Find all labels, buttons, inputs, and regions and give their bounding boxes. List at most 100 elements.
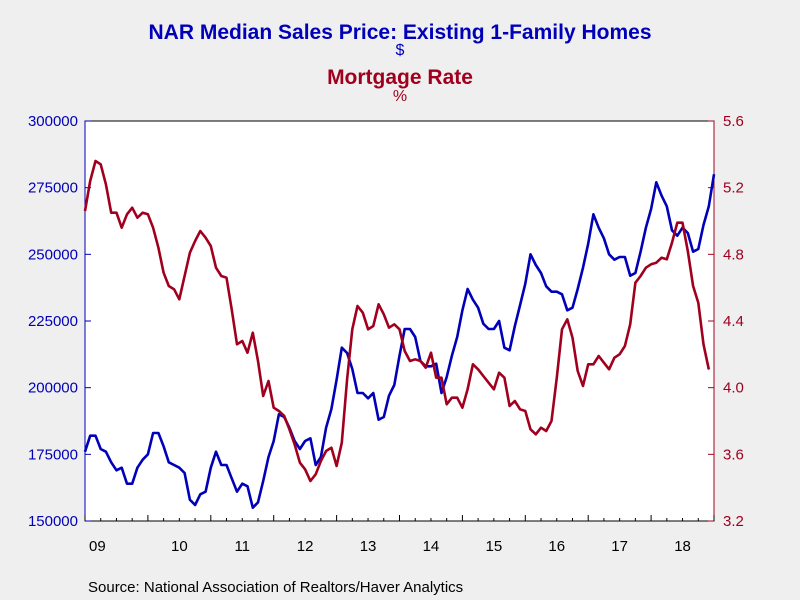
data-point-right — [393, 323, 395, 325]
data-point-left — [152, 432, 154, 434]
data-point-right — [687, 250, 689, 252]
data-point-right — [168, 285, 170, 287]
data-point-right — [681, 222, 684, 224]
data-point-right — [666, 258, 668, 260]
data-point-left — [147, 453, 149, 455]
data-point-right — [199, 230, 201, 232]
data-point-right — [294, 443, 296, 445]
data-point-left — [472, 299, 474, 301]
data-point-left — [488, 328, 490, 330]
data-point-right — [278, 410, 280, 412]
data-point-left — [178, 467, 180, 469]
data-point-right — [163, 272, 165, 274]
data-point-left — [687, 232, 689, 234]
data-point-right — [571, 337, 574, 339]
data-point-right — [440, 377, 443, 379]
data-point-right — [414, 358, 416, 360]
series-layer — [83, 159, 716, 509]
data-point-left — [498, 320, 500, 322]
data-point-right — [89, 180, 91, 182]
data-point-left — [592, 213, 595, 215]
data-point-left — [477, 307, 479, 309]
data-point-left — [267, 456, 270, 458]
data-point-right — [697, 302, 699, 304]
data-point-right — [461, 407, 463, 409]
data-point-left — [362, 392, 364, 394]
data-point-right — [435, 377, 437, 379]
data-point-left — [456, 336, 458, 338]
data-point-left — [566, 309, 568, 311]
left-tick-label: 150000 — [28, 513, 78, 530]
left-tick-label: 225000 — [28, 313, 78, 330]
data-point-right — [676, 222, 678, 224]
right-series-title: Mortgage Rate — [327, 66, 473, 89]
left-axis: 150000 175000 200000 225000 250000 275000 3000… — [28, 113, 91, 530]
data-point-left — [367, 397, 369, 399]
series-line-right — [83, 159, 711, 483]
data-point-left — [493, 328, 495, 330]
data-point-left — [446, 376, 448, 378]
data-point-right — [708, 368, 710, 370]
data-point-right — [592, 363, 595, 365]
data-point-right — [189, 252, 191, 254]
data-point-left — [388, 395, 390, 397]
data-point-right — [702, 343, 705, 345]
data-point-right — [692, 285, 694, 287]
data-point-right — [231, 308, 233, 310]
data-point-right — [488, 382, 490, 384]
data-point-left — [236, 491, 238, 493]
data-point-left — [131, 483, 133, 485]
data-point-left — [315, 464, 317, 466]
data-point-right — [304, 468, 306, 470]
data-point-right — [398, 328, 401, 330]
x-tick-label: 09 — [89, 538, 106, 555]
data-point-right — [482, 375, 484, 377]
data-point-right — [262, 395, 264, 397]
data-point-left — [309, 437, 311, 439]
data-point-left — [430, 365, 432, 367]
data-point-left — [325, 427, 327, 429]
data-point-right — [241, 340, 243, 342]
data-point-right — [147, 213, 149, 215]
data-point-right — [566, 318, 568, 320]
data-point-left — [514, 325, 516, 327]
data-point-right — [320, 460, 322, 462]
data-point-left — [414, 336, 416, 338]
data-point-left — [482, 323, 484, 325]
data-point-right — [624, 345, 626, 347]
right-tick-label: 5.6 — [723, 113, 744, 130]
data-point-right — [446, 403, 448, 405]
right-tick-label: 3.2 — [723, 513, 744, 530]
data-point-left — [650, 208, 652, 210]
data-point-left — [451, 355, 453, 357]
data-point-left — [84, 451, 86, 453]
data-point-left — [299, 448, 301, 450]
data-point-right — [550, 420, 553, 422]
data-point-left — [697, 248, 699, 250]
data-point-right — [419, 360, 421, 362]
data-point-left — [205, 491, 207, 493]
data-point-left — [341, 347, 343, 349]
data-point-right — [456, 397, 458, 399]
data-point-left — [220, 464, 222, 466]
data-point-right — [378, 303, 380, 305]
data-point-right — [587, 363, 589, 365]
data-point-right — [330, 447, 332, 449]
plot-area — [84, 120, 715, 522]
data-point-right — [346, 378, 348, 380]
data-point-left — [577, 288, 579, 290]
data-point-left — [582, 267, 584, 269]
data-point-left — [524, 283, 526, 285]
data-point-left — [241, 483, 243, 485]
x-tick-label: 15 — [486, 538, 503, 555]
data-point-left — [173, 464, 175, 466]
data-point-left — [231, 477, 233, 479]
data-point-left — [393, 384, 395, 386]
data-point-left — [194, 504, 196, 506]
data-point-right — [283, 415, 285, 417]
data-point-right — [257, 360, 259, 362]
data-point-left — [126, 483, 128, 485]
data-point-right — [529, 428, 532, 430]
data-point-right — [655, 262, 657, 264]
